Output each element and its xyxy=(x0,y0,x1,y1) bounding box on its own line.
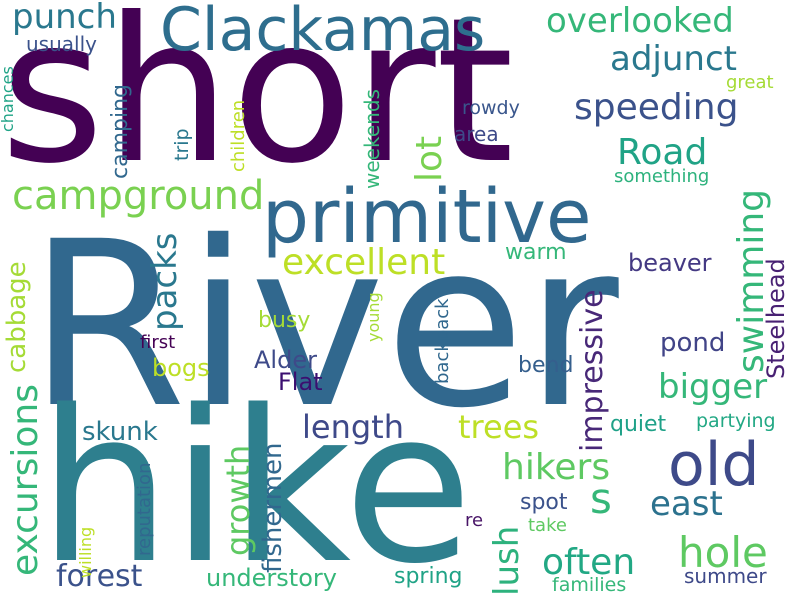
word: primitive xyxy=(262,174,592,260)
word: growth xyxy=(219,444,257,556)
word: take xyxy=(528,515,567,536)
word: short xyxy=(0,0,514,208)
word: bigger xyxy=(658,367,768,407)
word: length xyxy=(302,408,404,446)
word: Alder xyxy=(254,346,317,374)
word: campground xyxy=(12,173,265,219)
word: lush xyxy=(487,525,527,596)
word: hikers xyxy=(502,447,611,488)
word: excellent xyxy=(282,242,446,283)
word: warm xyxy=(505,240,567,265)
word: trip xyxy=(171,128,193,161)
word: often xyxy=(542,542,636,583)
word: skunk xyxy=(82,417,158,447)
word: young xyxy=(364,292,383,342)
word: Flat xyxy=(278,368,323,396)
word: children xyxy=(228,99,249,172)
word: excursions xyxy=(5,384,46,576)
word: Road xyxy=(617,132,708,173)
word: hole xyxy=(678,528,768,577)
word: summer xyxy=(684,564,767,588)
word: great xyxy=(726,72,774,93)
word: forest xyxy=(56,559,143,594)
word: beaver xyxy=(628,249,712,277)
word: hike xyxy=(38,365,473,600)
word: pond xyxy=(660,328,726,358)
word: area xyxy=(454,122,499,146)
word: spot xyxy=(520,490,568,515)
word: something xyxy=(614,166,710,187)
word: bend xyxy=(518,353,574,378)
word: busy xyxy=(258,308,311,333)
word: east xyxy=(650,484,723,524)
word: first xyxy=(140,332,176,353)
word: packs xyxy=(145,232,185,331)
word: families xyxy=(552,574,627,596)
word: lot xyxy=(409,135,450,182)
word: s xyxy=(590,474,612,523)
word: speeding xyxy=(574,87,739,128)
word: quiet xyxy=(610,412,667,437)
word: fishermen xyxy=(258,442,288,573)
word: bogs xyxy=(152,354,210,382)
word: Steelhead xyxy=(762,258,790,379)
word: River xyxy=(28,192,619,458)
word: old xyxy=(668,430,760,500)
word: camping xyxy=(108,84,133,179)
word: cabbage xyxy=(2,261,32,373)
word: partying xyxy=(696,410,776,432)
word: usually xyxy=(26,32,97,56)
word: Clackamas xyxy=(160,0,486,65)
word: overlooked xyxy=(546,1,734,41)
word: punch xyxy=(12,0,117,37)
word: understory xyxy=(206,564,337,592)
word: spring xyxy=(394,564,463,589)
word: willing xyxy=(76,526,95,578)
word: re xyxy=(465,510,484,531)
word: weekends xyxy=(360,89,384,189)
word: trees xyxy=(458,408,540,446)
word: rowdy xyxy=(462,97,520,119)
word: impressive xyxy=(575,289,610,452)
word: adjunct xyxy=(610,39,737,79)
word: reputation xyxy=(134,462,155,556)
word: backpack xyxy=(432,298,453,384)
word: chances xyxy=(0,66,17,132)
